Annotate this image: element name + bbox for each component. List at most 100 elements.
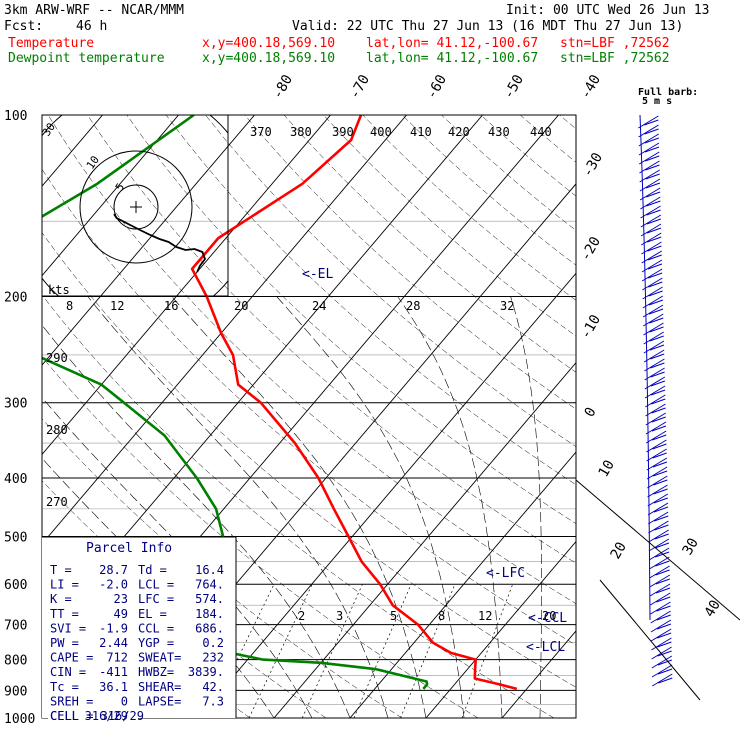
wind-barb [648, 547, 670, 561]
dry-adiabat [42, 168, 576, 646]
isotherm-line [654, 115, 740, 718]
parcel-row-label: CIN = [50, 665, 86, 679]
wind-barb [651, 646, 672, 660]
wind-barb [648, 538, 670, 552]
moist-adiabat [510, 296, 542, 718]
mixing-ratio-label: 20 [542, 609, 556, 623]
plot-frame [41, 114, 577, 719]
dry-adiabat [559, 115, 576, 130]
parcel-row-value: -411 [99, 665, 128, 679]
dry-adiabat [401, 115, 576, 266]
parcel-row-label: EL = [138, 607, 167, 621]
wind-barb [652, 673, 673, 687]
hodo-ring-label: 10 [84, 153, 102, 171]
parcel-row-value: 28.7 [99, 563, 128, 577]
wind-barb [639, 169, 660, 183]
dry-adiabat [480, 115, 576, 197]
wind-barb [640, 232, 662, 246]
parcel-row-label: T = [50, 563, 72, 577]
theta-label: 370 [250, 125, 272, 139]
wind-barb [640, 205, 661, 219]
theta-label: 430 [488, 125, 510, 139]
wind-barb [651, 655, 673, 669]
parcel-row-value: 316/29 [85, 709, 128, 723]
lfc-marker: <-LFC [486, 566, 525, 581]
moist-adiabat [42, 324, 351, 718]
wind-barb [646, 448, 667, 462]
parcel-row-label: K = [50, 592, 72, 606]
isotherm-label: -50 [501, 72, 528, 102]
dry-adiabat [205, 115, 576, 447]
parcel-row-value: 184. [195, 607, 224, 621]
wind-barb [650, 610, 671, 624]
wind-barb [642, 295, 664, 309]
moist-adiabat [276, 296, 465, 718]
wind-barb [638, 142, 660, 156]
temperature-station: stn=LBF ,72562 [560, 36, 670, 51]
wind-barb [643, 331, 664, 345]
parcel-row-value: 764. [195, 578, 224, 592]
wind-barb [643, 322, 664, 336]
wind-barb-column [638, 114, 673, 687]
isotherm-label: 30 [680, 535, 702, 558]
parcel-row-value: 42. [202, 680, 224, 694]
parcel-title: Parcel Info [86, 541, 172, 556]
mixing-ratio-line [400, 584, 456, 718]
parcel-row-label: SREH = [50, 694, 93, 708]
wind-barb [646, 466, 668, 480]
wind-barb [644, 367, 665, 381]
wind-barb [639, 178, 661, 192]
wind-barb [639, 160, 660, 174]
hodo-speed-label: 24 [312, 299, 326, 313]
parcel-row-value: -2.0 [99, 578, 128, 592]
parcel-row-value: 49 [114, 607, 128, 621]
parcel-row-value: 16.4 [195, 563, 224, 577]
model-title: 3km ARW-WRF -- NCAR/MMM [4, 3, 185, 18]
temperature-xy: x,y=400.18,569.10 [202, 36, 336, 51]
parcel-row-label: LCL = [138, 578, 174, 592]
full-barb-label: 5 m s [642, 96, 672, 107]
wind-barb [649, 556, 670, 570]
theta-label: 270 [46, 495, 68, 509]
wind-barb [643, 349, 665, 363]
parcel-info-panel [42, 536, 237, 722]
wind-barb [641, 259, 663, 273]
temperature-legend: Temperature [8, 36, 95, 51]
parcel-row-label: CAPE = [50, 651, 93, 665]
theta-label: 410 [410, 125, 432, 139]
dry-adiabat [599, 115, 740, 718]
hodograph [42, 115, 229, 297]
wind-barb [642, 304, 664, 318]
isotherm-line [501, 630, 576, 718]
dry-adiabat [87, 115, 576, 564]
dewpoint-latlon: lat,lon= 41.12,-100.67 [366, 51, 539, 66]
parcel-row-value: 712 [106, 651, 128, 665]
wind-barb [642, 286, 663, 300]
wind-barb [643, 340, 665, 354]
wind-barb [644, 376, 666, 390]
wind-barb [642, 277, 663, 291]
pressure-tick-label: 800 [4, 654, 27, 669]
parcel-row-label: SVI = [50, 621, 86, 635]
isotherm-extension [599, 579, 701, 701]
parcel-row-value: 7.3 [202, 694, 224, 708]
barb-staff [639, 114, 651, 621]
forecast-hour: 46 h [76, 19, 108, 34]
parcel-row-label: PW = [50, 636, 79, 650]
isotherm-label: -40 [578, 72, 605, 102]
parcel-row-label: Tc = [50, 680, 79, 694]
ccl-marker: <-CCL [528, 611, 567, 626]
theta-label: 290 [46, 351, 68, 365]
parcel-row-label: LFC = [138, 592, 174, 606]
wind-barb [644, 358, 665, 372]
parcel-row-label: CELL = [50, 709, 93, 723]
pressure-tick-label: 200 [4, 291, 27, 306]
mixing-ratio-line [353, 584, 412, 718]
isotherm-line [42, 115, 407, 545]
hodo-trace [113, 213, 207, 273]
wind-barb [638, 133, 660, 147]
wind-barb [647, 493, 669, 507]
isotherm-line [42, 115, 179, 277]
wind-barb [641, 241, 662, 255]
wind-barb [643, 313, 664, 327]
